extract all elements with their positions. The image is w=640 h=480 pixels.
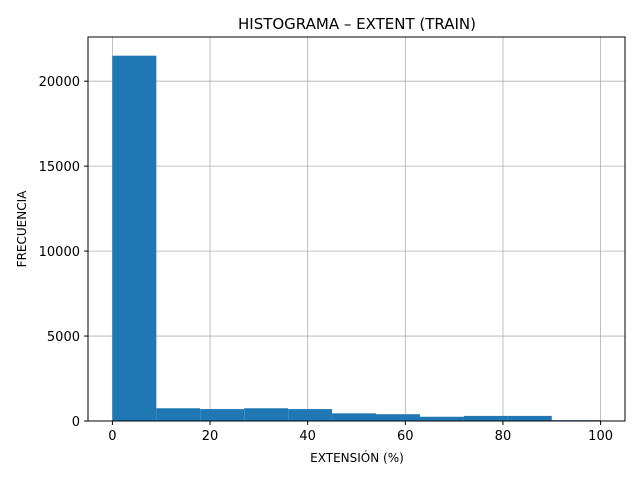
y-tick-label: 5000: [47, 330, 80, 345]
y-axis-label: FRECUENCIA: [15, 190, 29, 267]
y-tick-label: 15000: [39, 160, 80, 175]
histogram-bar: [112, 55, 157, 421]
bars: [112, 55, 601, 421]
x-tick-label: 40: [299, 429, 316, 444]
ticks: 0 20 40 60 80 100 0 5000 10000 15000 20000: [39, 75, 613, 444]
chart-title: HISTOGRAMA – EXTENT (TRAIN): [238, 15, 476, 33]
y-tick-label: 0: [72, 415, 80, 430]
histogram-bar: [463, 415, 508, 421]
histogram-bar: [419, 416, 464, 421]
histogram-bar: [376, 414, 420, 421]
histogram-bar: [507, 415, 552, 421]
plot-frame: [87, 36, 626, 422]
histogram-bar: [244, 408, 289, 421]
x-tick-label: 0: [108, 429, 116, 444]
x-tick-label: 60: [397, 429, 414, 444]
histogram-bar: [288, 409, 333, 421]
x-tick-label: 80: [495, 429, 512, 444]
x-tick-label: 20: [202, 429, 219, 444]
x-tick-label: 100: [588, 429, 613, 444]
histogram-bar: [156, 408, 201, 421]
y-tick-label: 20000: [39, 75, 80, 90]
histogram-bar: [200, 409, 245, 421]
y-tick-label: 10000: [39, 245, 80, 260]
x-axis-label: EXTENSIÓN (%): [310, 450, 404, 465]
histogram-bar: [332, 413, 377, 421]
